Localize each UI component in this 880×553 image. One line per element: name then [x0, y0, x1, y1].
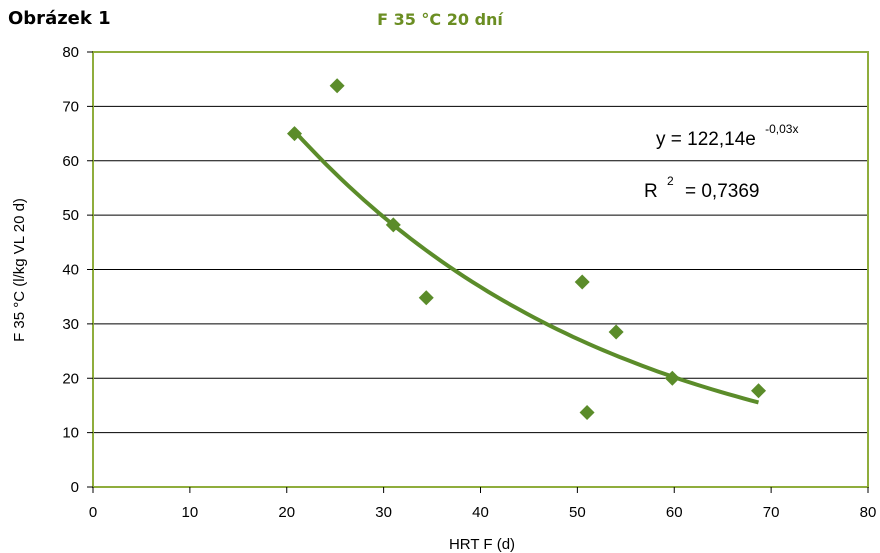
- r2-value: = 0,7369: [685, 181, 760, 202]
- r2-base: R: [644, 181, 658, 202]
- x-tick-label: 10: [182, 504, 199, 521]
- x-tick-label: 50: [569, 504, 586, 521]
- data-point-marker: [579, 405, 595, 421]
- data-points: [287, 78, 767, 421]
- y-tick-label: 30: [62, 316, 79, 333]
- figure-label: Obrázek 1: [8, 8, 111, 29]
- data-point-marker: [418, 290, 434, 306]
- y-tick-label: 70: [62, 98, 79, 115]
- r-squared-label: R 2 = 0,7369: [644, 169, 759, 202]
- y-tick-label: 50: [62, 207, 79, 224]
- y-tick-label: 10: [62, 425, 79, 442]
- equation-base: y = 122,14e: [656, 129, 756, 150]
- y-axis-ticks: 0 10 20 30 40 50 60 70 80: [62, 44, 93, 496]
- gridlines: [93, 105, 868, 434]
- y-tick-label: 20: [62, 370, 79, 387]
- chart-title: F 35 °C 20 dní: [377, 10, 503, 29]
- trendline: [293, 129, 760, 405]
- x-tick-label: 70: [763, 504, 780, 521]
- x-tick-label: 30: [375, 504, 392, 521]
- data-point-marker: [608, 324, 624, 340]
- y-tick-label: 40: [62, 262, 79, 279]
- data-point-marker: [664, 370, 680, 386]
- data-point-marker: [385, 217, 401, 233]
- y-tick-label: 60: [62, 153, 79, 170]
- x-tick-label: 20: [278, 504, 295, 521]
- y-tick-label: 80: [62, 44, 79, 61]
- y-axis-title: F 35 °C (l/kg VL 20 d): [11, 198, 28, 342]
- x-axis-title: HRT F (d): [449, 536, 515, 553]
- x-tick-label: 0: [89, 504, 97, 521]
- x-axis-ticks: 0 10 20 30 40 50 60 70 80: [89, 487, 877, 521]
- data-point-marker: [287, 126, 302, 142]
- y-tick-label: 0: [71, 479, 79, 496]
- x-tick-label: 60: [666, 504, 683, 521]
- x-tick-label: 40: [472, 504, 489, 521]
- data-point-marker: [751, 383, 767, 399]
- x-tick-label: 80: [860, 504, 877, 521]
- r2-exponent: 2: [667, 174, 674, 188]
- equation-exponent: -0,03x: [765, 122, 798, 136]
- data-point-marker: [574, 274, 590, 290]
- trendline-equation: y = 122,14e -0,03x: [656, 122, 798, 150]
- data-point-marker: [329, 78, 345, 94]
